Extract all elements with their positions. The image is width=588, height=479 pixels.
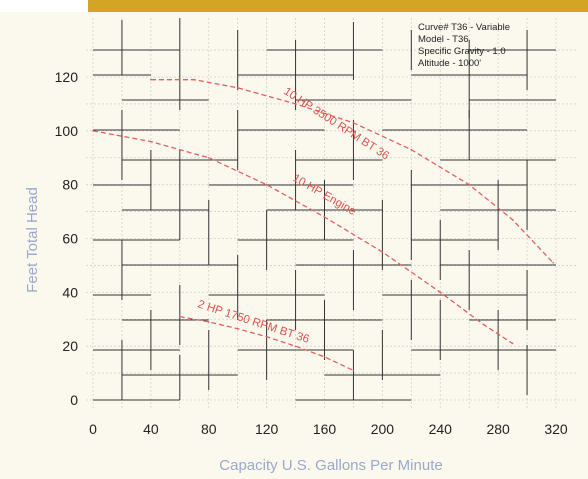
- curve-point: [323, 216, 326, 218]
- x-tick-label: 280: [486, 421, 510, 437]
- curve-point: [294, 345, 297, 347]
- y-tick-label: 80: [62, 177, 78, 193]
- info-specific-gravity: Specific Gravity - 1.0: [418, 46, 506, 57]
- y-tick-label: 100: [55, 123, 79, 139]
- curve-point: [410, 148, 413, 151]
- x-tick-label: 80: [201, 421, 217, 437]
- y-axis-label: Feet Total Head: [24, 187, 41, 293]
- y-tick-label: 20: [62, 338, 78, 354]
- x-tick-label: 0: [89, 421, 97, 437]
- x-tick-label: 200: [371, 421, 395, 437]
- curve-point: [236, 327, 239, 330]
- y-tick-labels: 0 20 40 60 80 100 120: [55, 69, 79, 408]
- curve-point: [323, 356, 326, 358]
- dark-gridlines: [93, 18, 556, 401]
- curve-point: [193, 78, 196, 81]
- curve-point: [468, 183, 470, 186]
- x-axis-label: Capacity U.S. Gallons Per Minute: [219, 457, 442, 474]
- curve-point: [179, 315, 181, 318]
- chart-background: [0, 12, 588, 479]
- y-tick-label: 40: [62, 284, 78, 300]
- curve-point: [482, 323, 485, 326]
- y-tick-label: 120: [55, 69, 79, 85]
- info-model: Model - T36: [418, 34, 469, 45]
- curve-point: [511, 218, 514, 221]
- info-box: Curve# T36 - Variable Model - T36 Specif…: [418, 22, 510, 69]
- curve-point: [207, 156, 210, 159]
- x-tick-label: 320: [544, 421, 568, 437]
- curve-point: [294, 103, 297, 105]
- curve-point: [92, 130, 94, 132]
- curve-point: [511, 342, 514, 345]
- curve-point: [352, 121, 355, 124]
- curve-point: [381, 251, 384, 253]
- x-tick-label: 120: [255, 421, 279, 437]
- curve-point: [207, 321, 210, 323]
- x-tick-label: 160: [313, 421, 337, 437]
- info-altitude: Altitude - 1000': [418, 58, 481, 69]
- curve-point: [439, 291, 442, 294]
- x-tick-labels: 0 40 80 120 160 200 240 280 320: [89, 421, 568, 437]
- curve-point: [150, 140, 152, 143]
- y-tick-label: 60: [62, 231, 78, 247]
- curve-point: [265, 183, 268, 186]
- header-accent-bar: [88, 0, 588, 12]
- curve-point: [352, 369, 355, 372]
- curve-point: [236, 86, 239, 89]
- x-tick-label: 40: [143, 421, 159, 437]
- info-curve: Curve# T36 - Variable: [418, 22, 510, 33]
- curve-point: [265, 335, 268, 338]
- curve-point: [150, 78, 152, 81]
- y-tick-label: 0: [70, 392, 78, 408]
- curve-point: [552, 261, 554, 264]
- x-tick-label: 240: [429, 421, 453, 437]
- curves: [92, 78, 554, 372]
